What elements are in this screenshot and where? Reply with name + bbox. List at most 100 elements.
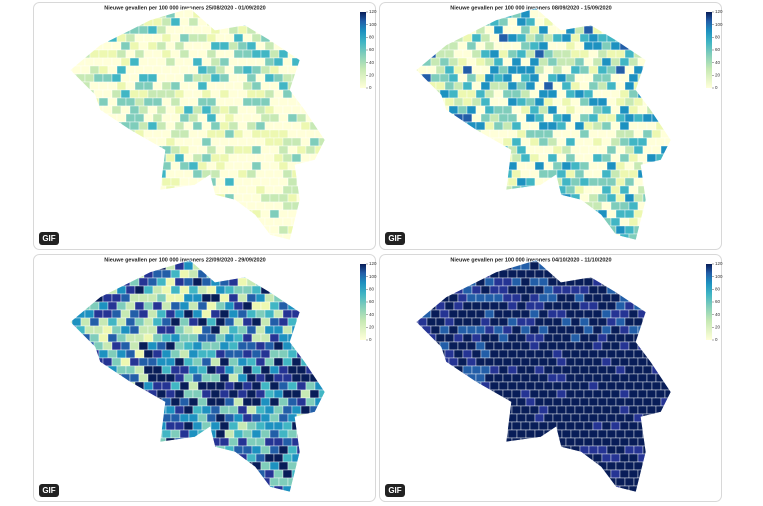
municipality [192,121,203,131]
municipality [525,397,536,407]
municipality [597,161,608,171]
municipality [561,365,572,375]
municipality [224,365,235,375]
municipality [570,145,581,155]
municipality [457,325,468,335]
municipality [498,333,509,343]
municipality [152,65,163,75]
municipality [269,349,280,359]
municipality [120,341,131,351]
municipality [143,317,154,327]
municipality [628,121,639,131]
municipality [260,317,271,327]
municipality [619,357,630,367]
municipality [188,17,199,27]
municipality [192,421,203,431]
municipality [255,325,266,335]
municipality [619,137,630,147]
municipality [624,65,635,75]
municipality [264,325,275,335]
municipality [444,333,455,343]
municipality [628,169,639,179]
municipality [174,41,185,51]
municipality [516,269,527,279]
municipality [471,65,482,75]
municipality [183,261,194,271]
municipality [543,397,554,407]
municipality [255,185,266,195]
municipality [484,309,495,319]
municipality [516,177,527,187]
municipality [628,217,639,227]
municipality [633,129,644,139]
municipality [552,81,563,91]
municipality [165,389,176,399]
municipality [592,121,603,131]
gif-badge [39,232,59,245]
municipality [269,225,280,235]
municipality [579,177,590,187]
municipality [574,185,585,195]
municipality [570,33,581,43]
municipality [224,65,235,75]
municipality [233,145,244,155]
municipality [179,97,190,107]
municipality [125,49,136,59]
municipality [165,277,176,287]
municipality [556,421,567,431]
municipality [588,301,599,311]
municipality [588,161,599,171]
municipality [228,405,239,415]
municipality [579,365,590,375]
municipality [273,437,284,447]
municipality [507,269,518,279]
municipality [651,145,662,155]
municipality [264,153,275,163]
municipality [525,365,536,375]
municipality [484,89,495,99]
municipality [89,65,100,75]
municipality [579,161,590,171]
municipality [475,105,486,115]
municipality [165,373,176,383]
municipality [579,97,590,107]
colorbar-tick-label: 20 [369,73,375,78]
municipality [188,269,199,279]
municipality [125,81,136,91]
municipality [601,373,612,383]
municipality [255,201,266,211]
municipality [183,325,194,335]
municipality [507,381,518,391]
municipality [273,57,284,67]
municipality [138,105,149,115]
municipality [260,177,271,187]
municipality [246,389,257,399]
municipality [305,381,316,391]
municipality [269,65,280,75]
municipality [565,169,576,179]
municipality [188,97,199,107]
municipality [174,277,185,287]
municipality [516,397,527,407]
municipality [224,97,235,107]
municipality [588,429,599,439]
municipality [269,445,280,455]
municipality [471,301,482,311]
municipality [228,153,239,163]
municipality [210,89,221,99]
municipality [273,73,284,83]
municipality [610,201,621,211]
municipality [520,389,531,399]
municipality [525,285,536,295]
municipality [507,113,518,123]
municipality [156,73,167,83]
municipality [206,413,217,423]
municipality [242,349,253,359]
municipality [592,341,603,351]
municipality [161,81,172,91]
municipality [237,153,248,163]
municipality [547,89,558,99]
municipality [242,301,253,311]
municipality [206,145,217,155]
municipality [511,73,522,83]
